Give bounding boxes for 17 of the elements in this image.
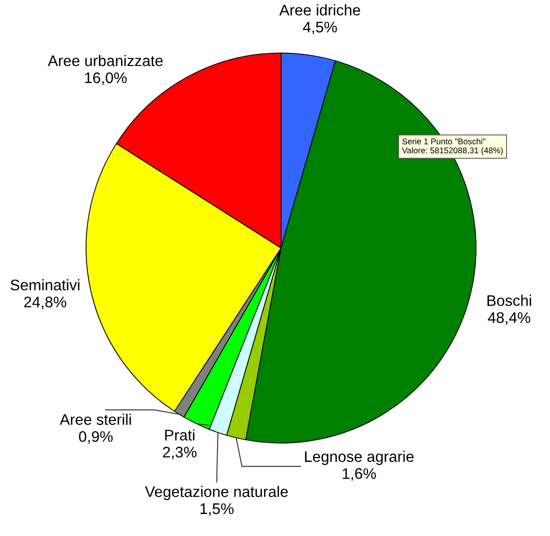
slice-label: Vegetazione naturale: [144, 486, 288, 500]
data-label: 4,5%: [302, 22, 337, 34]
text: Serie 1 Punto "Boschi" Valore: 58152088,31 (48%): [402, 138, 503, 155]
data-label: 2,3%: [163, 446, 197, 460]
slice-label: Legnose agrarie: [305, 450, 414, 466]
slice-label: Seminativi: [10, 279, 80, 290]
slice-label: Boschi: [487, 294, 532, 306]
slice-label: Aree sterili: [60, 414, 131, 425]
data-label: 1,6%: [342, 468, 376, 481]
data-label: 24,8%: [24, 296, 66, 310]
slice-label: Prati: [165, 429, 194, 441]
data-label: 48,4%: [488, 312, 530, 325]
slice-label: Aree idriche: [279, 4, 360, 16]
data-label: 16,0%: [85, 72, 127, 85]
data-label: 1,5%: [200, 503, 234, 516]
slice-label: Aree urbanizzate: [48, 54, 163, 66]
data-label: 0,9%: [79, 431, 113, 444]
